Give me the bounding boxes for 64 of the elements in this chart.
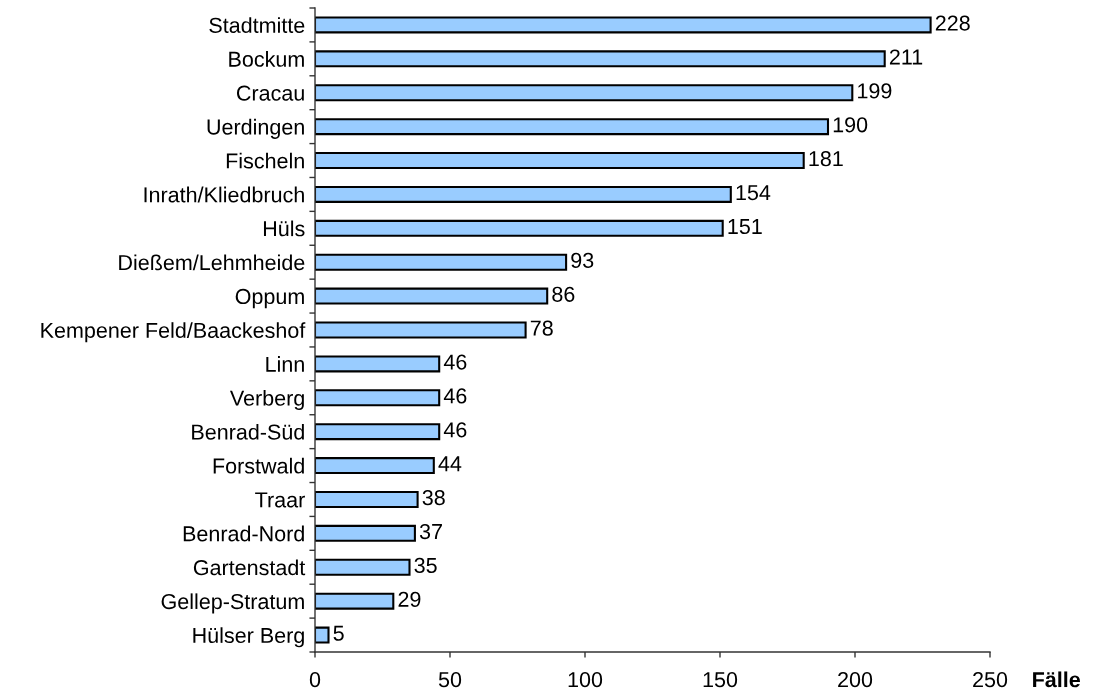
bar (315, 287, 549, 305)
data-label: 199 (858, 83, 892, 99)
y-tick-label: Benrad-Süd (192, 423, 304, 440)
bar (315, 152, 805, 170)
data-label: 211 (889, 49, 923, 65)
y-tick-label: Bockum (229, 51, 304, 67)
bar (315, 626, 330, 644)
data-label: 154 (736, 185, 771, 201)
y-tick-label: Benrad-Nord (183, 525, 304, 542)
y-tick-label: Linn (266, 356, 304, 372)
bar (315, 423, 441, 441)
y-tick-label: Gellep-Stratum (161, 593, 304, 614)
bar (315, 389, 441, 407)
y-tick-label: Dießem/Lehmheide (119, 254, 305, 271)
y-tick-label: Gartenstadt (193, 559, 306, 576)
bar (315, 490, 419, 508)
y-tick-label: Stadtmitte (209, 17, 305, 33)
bar (315, 592, 395, 610)
data-label: 78 (530, 320, 553, 336)
y-tick-label: Hülser Berg (193, 627, 304, 648)
y-tick-label: Inrath/Kliedbruch (144, 186, 304, 203)
data-label: 93 (571, 252, 594, 268)
y-tick-label: Verberg (229, 389, 304, 411)
x-axis-title: Fälle (1033, 671, 1080, 688)
bar (315, 524, 416, 542)
data-label: 37 (419, 523, 442, 540)
x-tick-label: 0 (309, 672, 321, 688)
data-label: 29 (398, 591, 421, 607)
data-label: 151 (728, 219, 762, 235)
data-label: 86 (552, 286, 575, 302)
x-tick-label: 250 (973, 672, 1008, 688)
y-tick-label: Oppum (235, 288, 304, 309)
data-label: 46 (443, 388, 467, 404)
bar (315, 50, 886, 68)
bar (315, 457, 435, 475)
bar (315, 321, 527, 339)
x-tick-label: 50 (438, 672, 462, 688)
x-tick-label: 200 (838, 672, 873, 688)
data-label: 181 (809, 151, 843, 167)
bar (315, 84, 854, 102)
data-label: 5 (333, 625, 344, 641)
data-label: 38 (422, 490, 445, 506)
data-label: 190 (833, 117, 868, 133)
bar (315, 118, 830, 136)
x-tick-label: 150 (703, 672, 738, 688)
bar (315, 355, 441, 373)
data-label: 35 (414, 557, 437, 574)
data-label: 46 (443, 354, 467, 370)
data-label: 228 (935, 15, 970, 31)
bar (315, 558, 411, 576)
y-tick-label: Uerdingen (207, 118, 304, 139)
y-tick-label: Hüls (263, 220, 305, 237)
bar (315, 253, 568, 271)
bar (315, 219, 724, 237)
data-label: 44 (438, 456, 462, 472)
bar (315, 16, 932, 34)
y-tick-label: Fischeln (226, 152, 304, 169)
y-tick-label: Cracau (236, 85, 304, 101)
x-tick-label: 100 (568, 672, 603, 688)
y-tick-label: Kempener Feld/Baackeshof (41, 322, 306, 343)
y-tick-label: Traar (255, 492, 305, 508)
y-tick-label: Forstwald (213, 457, 304, 474)
data-label: 46 (443, 422, 467, 438)
bar (315, 185, 732, 203)
